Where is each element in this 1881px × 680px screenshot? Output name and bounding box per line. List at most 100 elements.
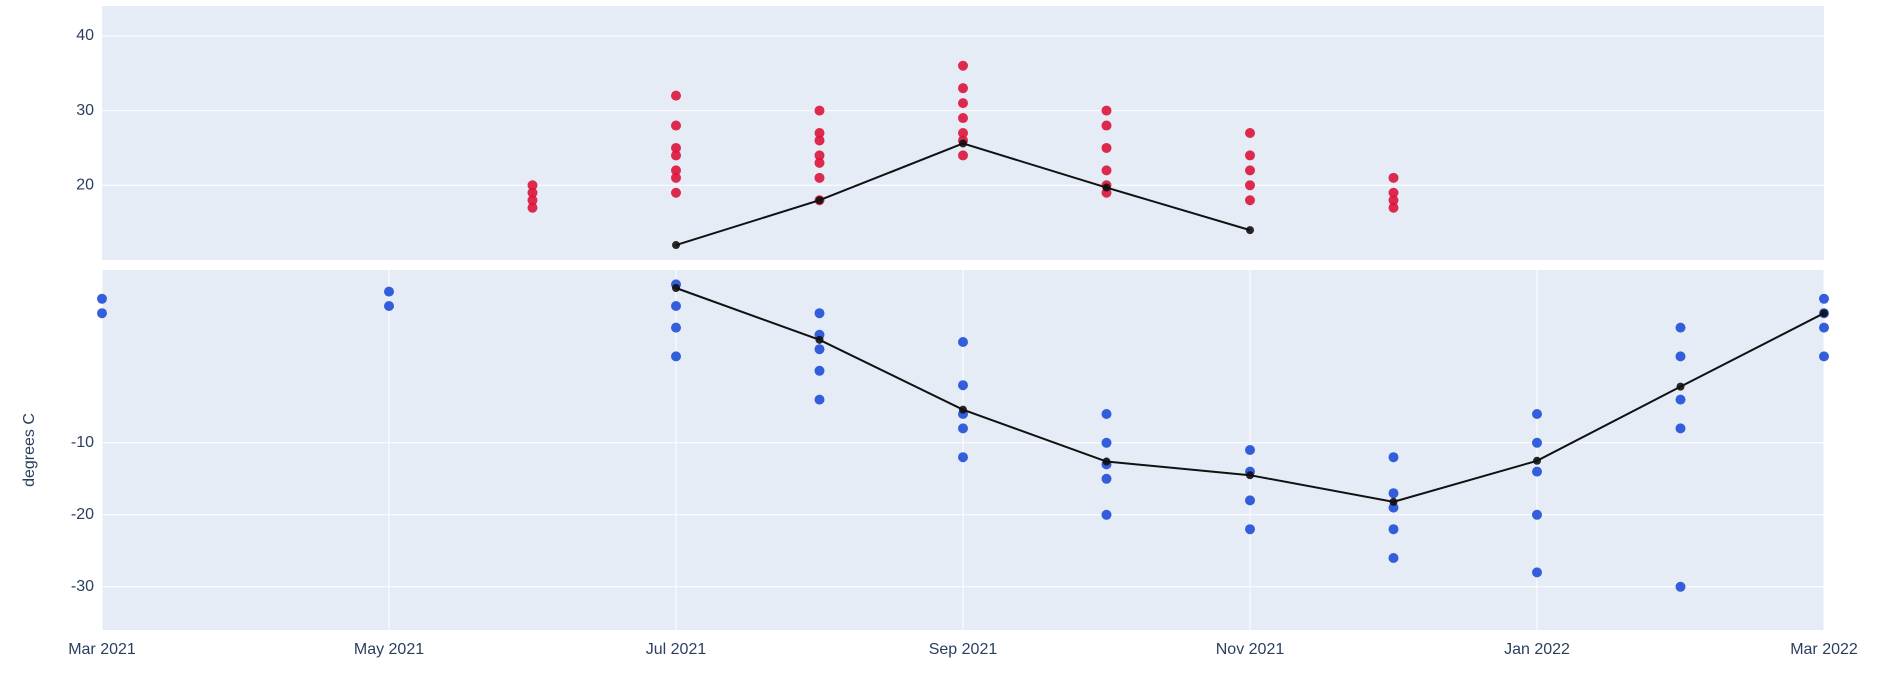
point — [1246, 471, 1254, 480]
point — [671, 301, 681, 311]
point — [814, 172, 825, 183]
x-tick-label: Jan 2022 — [1504, 641, 1570, 658]
point — [1532, 567, 1542, 578]
point — [1245, 524, 1255, 535]
point — [814, 365, 825, 376]
point — [1388, 524, 1399, 535]
point — [1676, 382, 1685, 391]
point — [814, 394, 825, 405]
point — [1532, 409, 1542, 419]
point — [1675, 394, 1686, 405]
point — [384, 286, 394, 297]
point — [1245, 195, 1255, 206]
point — [1246, 226, 1254, 235]
y-tick-label: -20 — [71, 506, 94, 523]
x-tick-label: Mar 2021 — [68, 641, 136, 658]
point — [1819, 322, 1829, 333]
point — [1102, 183, 1111, 192]
point — [814, 344, 825, 355]
point — [1388, 452, 1399, 463]
point — [527, 187, 538, 198]
y-tick-label: -30 — [71, 578, 94, 595]
point — [671, 120, 681, 131]
y-tick-label: 40 — [76, 27, 94, 44]
x-tick-label: Sep 2021 — [929, 641, 998, 658]
point — [1388, 488, 1399, 499]
point — [672, 284, 680, 292]
y-axis-title: degrees C — [21, 413, 38, 487]
y-tick-label: 20 — [76, 177, 94, 194]
point — [1532, 509, 1542, 520]
point — [1675, 322, 1686, 333]
point — [1102, 457, 1111, 466]
point — [671, 172, 681, 183]
point — [814, 135, 825, 146]
point — [959, 139, 967, 148]
point — [1245, 150, 1255, 161]
point — [1101, 165, 1112, 176]
point — [1245, 165, 1255, 176]
point — [97, 293, 107, 304]
point — [814, 128, 825, 138]
point — [814, 150, 825, 161]
point — [1675, 581, 1686, 592]
x-tick-label: Jul 2021 — [646, 641, 707, 658]
point — [1101, 437, 1112, 448]
point — [1675, 423, 1686, 434]
point — [1819, 293, 1829, 304]
x-tick-label: May 2021 — [354, 641, 424, 658]
point — [1820, 309, 1828, 318]
point — [1245, 495, 1255, 506]
point — [671, 165, 681, 176]
point — [1388, 187, 1399, 198]
point — [671, 351, 681, 362]
point — [672, 241, 680, 250]
point — [815, 335, 824, 344]
point — [958, 337, 968, 347]
point — [527, 180, 538, 191]
point — [1245, 180, 1255, 191]
point — [814, 308, 825, 319]
point — [959, 405, 967, 414]
point — [1101, 142, 1112, 153]
point — [1388, 195, 1399, 206]
point — [1389, 497, 1398, 506]
point — [1101, 509, 1112, 520]
point — [1388, 172, 1399, 183]
point — [958, 128, 968, 138]
point — [1388, 502, 1399, 513]
point — [1388, 553, 1399, 563]
point — [671, 322, 681, 333]
point — [671, 187, 681, 198]
point — [958, 60, 968, 71]
point — [958, 150, 968, 161]
point — [384, 301, 394, 311]
point — [1532, 466, 1542, 477]
point — [671, 150, 681, 161]
point — [958, 423, 968, 434]
point — [1388, 202, 1399, 213]
point — [815, 196, 824, 205]
point — [1101, 120, 1112, 131]
point — [1533, 456, 1541, 465]
point — [1819, 351, 1829, 362]
point — [1101, 409, 1112, 419]
point — [958, 113, 968, 124]
x-tick-label: Nov 2021 — [1216, 641, 1285, 658]
point — [814, 157, 825, 168]
point — [671, 142, 681, 153]
point — [1532, 437, 1542, 448]
point — [1101, 473, 1112, 484]
point — [814, 105, 825, 116]
point — [958, 83, 968, 94]
y-tick-label: -10 — [71, 434, 94, 451]
point — [527, 195, 538, 206]
point — [958, 380, 968, 391]
y-tick-label: 30 — [76, 102, 94, 119]
point — [1245, 128, 1255, 138]
point — [527, 202, 538, 213]
point — [1675, 351, 1686, 362]
x-tick-label: Mar 2022 — [1790, 641, 1858, 658]
point — [97, 308, 107, 319]
